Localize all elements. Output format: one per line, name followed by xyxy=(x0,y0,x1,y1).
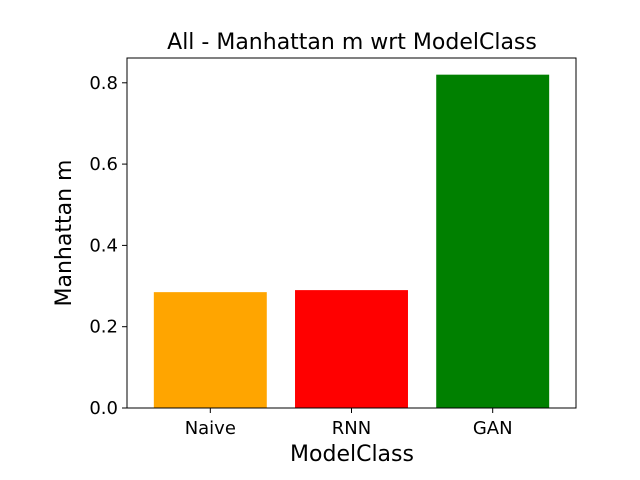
bar-naive xyxy=(153,292,267,408)
y-tick-label: 0.2 xyxy=(89,317,118,338)
y-tick-label: 0.6 xyxy=(89,154,118,175)
y-axis-label: Manhattan m xyxy=(52,160,77,307)
x-tick-label: GAN xyxy=(473,418,513,439)
y-tick-label: 0.8 xyxy=(89,73,118,94)
y-tick-label: 0.4 xyxy=(89,235,118,256)
x-tick-label: Naive xyxy=(185,418,236,439)
bars-group xyxy=(153,74,550,409)
x-axis-label: ModelClass xyxy=(290,442,414,467)
bar-rnn xyxy=(295,290,408,408)
x-tick-label: RNN xyxy=(332,418,371,439)
bar-gan xyxy=(436,74,550,409)
chart-title: All - Manhattan m wrt ModelClass xyxy=(167,30,537,55)
y-axis-ticks: 0.0 0.2 0.4 0.6 0.8 xyxy=(89,73,127,419)
plot-frame xyxy=(126,57,577,409)
y-tick-label: 0.0 xyxy=(89,398,118,419)
x-axis-ticks: Naive RNN GAN xyxy=(185,408,513,439)
